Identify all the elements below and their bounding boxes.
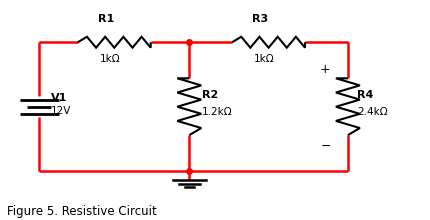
Text: 12V: 12V: [51, 106, 72, 116]
Text: R4: R4: [357, 90, 374, 100]
Text: R3: R3: [252, 14, 268, 24]
Text: 1.2kΩ: 1.2kΩ: [202, 107, 233, 117]
Text: V1: V1: [51, 93, 68, 103]
Text: +: +: [320, 63, 331, 76]
Text: Figure 5. Resistive Circuit: Figure 5. Resistive Circuit: [7, 205, 157, 218]
Text: R1: R1: [98, 14, 114, 24]
Text: R2: R2: [202, 90, 218, 100]
Text: 2.4kΩ: 2.4kΩ: [357, 107, 388, 117]
Text: 1kΩ: 1kΩ: [100, 54, 120, 64]
Text: −: −: [320, 139, 331, 153]
Text: 1kΩ: 1kΩ: [254, 54, 275, 64]
